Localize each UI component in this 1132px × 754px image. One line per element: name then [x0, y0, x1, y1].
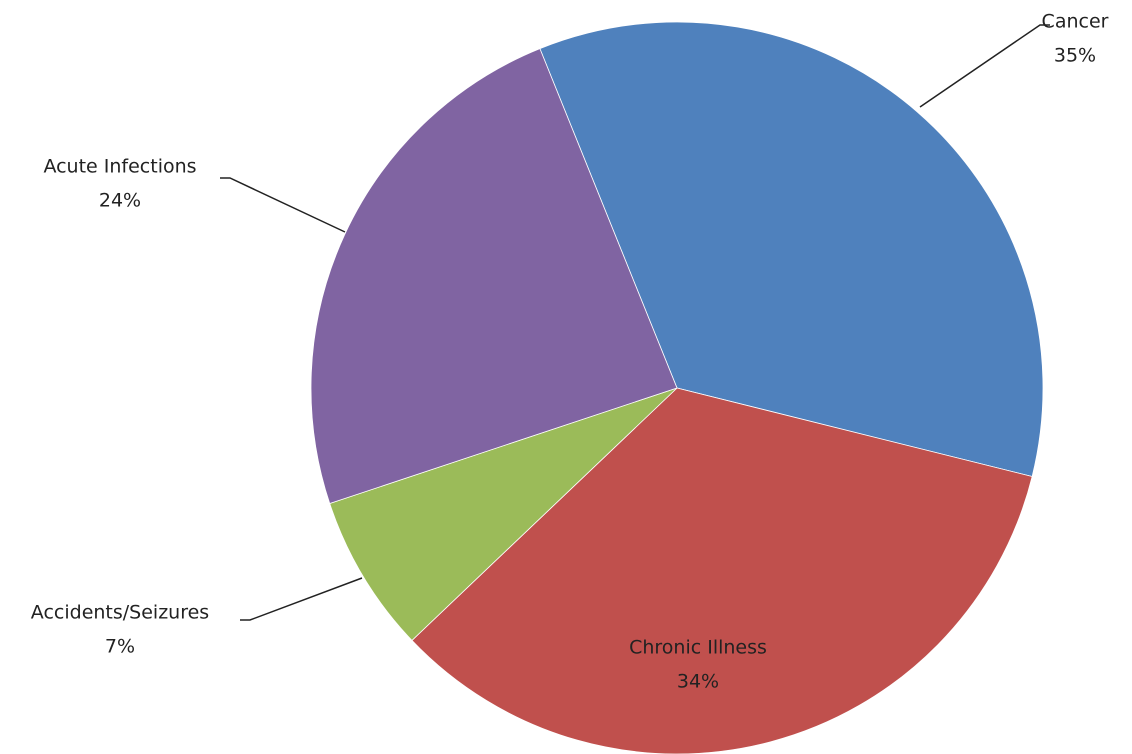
leader-line	[220, 177, 346, 233]
slice-label: Acute Infections	[43, 156, 196, 178]
slice-value: 35%	[1054, 45, 1096, 67]
leader-line	[919, 24, 1050, 108]
pie-slice	[539, 21, 1044, 478]
slice-label: Cancer	[1042, 11, 1109, 33]
pie-slice	[310, 48, 678, 505]
slice-value: 24%	[99, 190, 141, 212]
slice-value: 34%	[677, 671, 719, 693]
pie-slice	[329, 387, 678, 641]
leader-line	[240, 577, 363, 621]
slice-value: 7%	[105, 636, 135, 658]
slice-label: Chronic Illness	[629, 637, 767, 659]
slice-label: Accidents/Seizures	[31, 602, 209, 624]
pie-slice	[411, 387, 1033, 754]
